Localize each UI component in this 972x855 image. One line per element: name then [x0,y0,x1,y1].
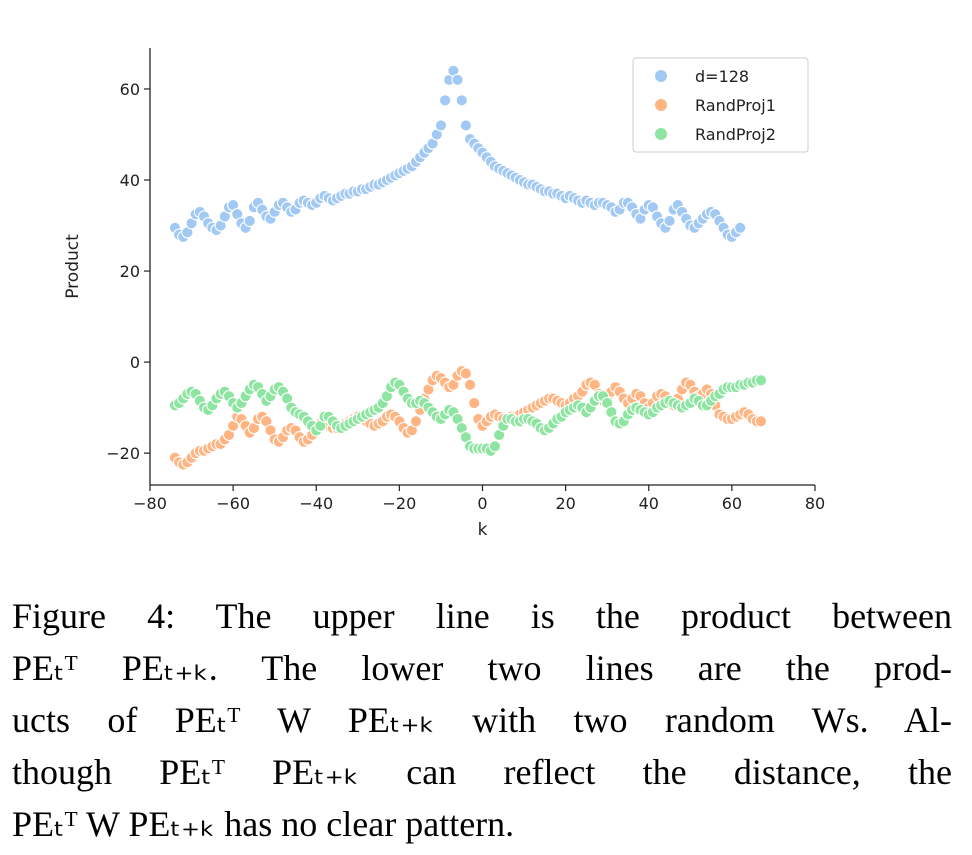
scatter-chart: −80 −60 −40 −20 0 20 40 60 80 −20 0 20 40 60 d=128 Ran… [63,48,825,540]
data-point [754,415,768,428]
data-point [451,73,464,87]
data-point [468,396,481,410]
legend-label: d=128 [695,67,749,86]
legend-marker [654,127,668,141]
x-tick-label: −40 [299,494,333,513]
chart-legend: d=128 RandProj1 RandProj2 [632,57,809,153]
y-tick-label: 40 [120,171,140,190]
data-point [459,367,473,380]
y-tick-label: −20 [106,444,140,463]
chart-canvas: −80 −60 −40 −20 0 20 40 60 80 −20 0 20 40 60 d=128 Ran… [63,48,825,540]
legend-marker [654,98,668,112]
data-point [663,214,676,228]
caption-line-3: ucts of PEₜᵀ W PEₜ₊ₖ with two random Ws.… [12,700,952,740]
data-point [488,440,502,453]
legend-marker [654,69,668,83]
x-tick-label: 0 [477,494,487,513]
x-tick-label: −60 [216,494,250,513]
data-point [754,374,768,387]
caption-line-2: PEₜᵀ PEₜ₊ₖ. The lower two lines are the … [12,648,952,688]
data-point [463,378,477,392]
y-axis-label: Product [63,234,83,299]
x-tick-label: 40 [639,494,659,513]
x-tick-label: 60 [722,494,742,513]
chart-points [168,64,768,471]
figure-caption: Figure 4: The upper line is the product … [12,590,952,850]
caption-line-1: Figure 4: The upper line is the product … [12,596,952,636]
caption-line-5: PEₜᵀ W PEₜ₊ₖ has no clear pattern. [12,804,515,844]
x-tick-label: 80 [805,494,825,513]
data-point [734,221,747,234]
y-tick-label: 0 [130,353,140,372]
series-randproj2 [168,374,768,458]
series-d-128 [168,64,747,244]
x-tick-label: 20 [555,494,575,513]
chart-ticks: −80 −60 −40 −20 0 20 40 60 80 −20 0 20 40 60 [106,80,825,513]
x-tick-label: −80 [133,494,167,513]
data-point [434,119,448,132]
data-point [459,119,473,132]
legend-label: RandProj1 [695,96,776,115]
y-tick-label: 20 [120,262,140,281]
legend-label: RandProj2 [695,125,776,144]
data-point [409,415,423,428]
data-point [243,214,256,228]
data-point [455,94,468,107]
y-tick-label: 60 [120,80,140,99]
caption-line-4: though PEₜᵀ PEₜ₊ₖ can reflect the distan… [12,752,952,792]
x-tick-label: −20 [382,494,416,513]
legend-box [632,57,809,153]
x-axis-label: k [478,520,488,540]
data-point [438,94,452,107]
